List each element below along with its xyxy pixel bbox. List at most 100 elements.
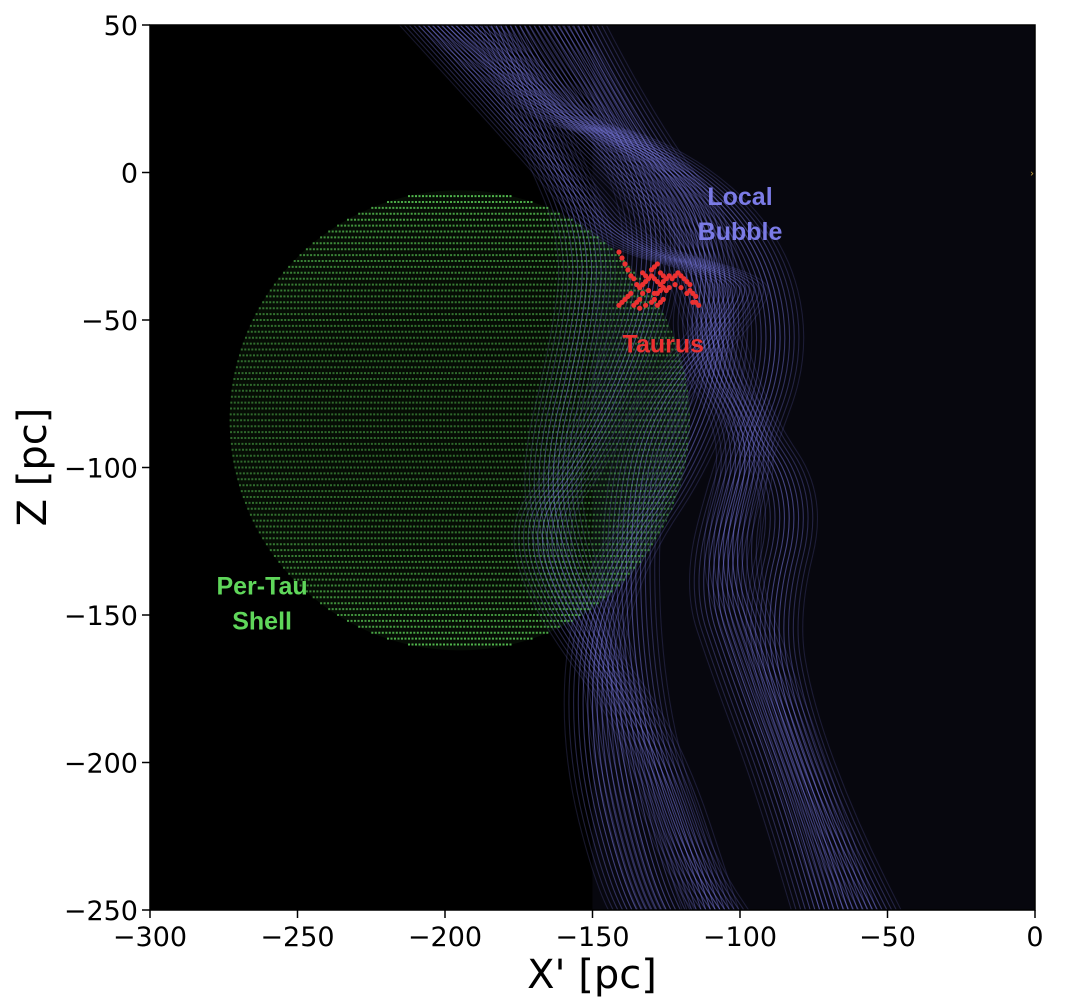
local-bubble-curve xyxy=(454,25,855,910)
per-tau-shell-fill xyxy=(229,190,690,651)
local-bubble-curve xyxy=(459,25,835,910)
local-bubble-curve xyxy=(430,25,807,910)
local-bubble-curve xyxy=(513,25,683,910)
local-bubble-curve xyxy=(591,25,735,910)
plot-background xyxy=(150,25,1035,910)
taurus-point xyxy=(660,273,666,279)
local-bubble-curve xyxy=(492,25,893,910)
local-bubble-curve xyxy=(556,25,726,910)
local-bubble-curve xyxy=(553,25,697,910)
local-bubble-curve xyxy=(459,25,860,910)
local-bubble-curve xyxy=(560,25,730,910)
local-bubble-curve xyxy=(464,25,864,910)
x-tick-label: −50 xyxy=(859,922,916,953)
local-bubble-curve xyxy=(558,25,702,910)
local-bubble-curve xyxy=(408,25,722,910)
taurus-point xyxy=(672,282,678,288)
taurus-point xyxy=(643,273,649,279)
edge-marker: › xyxy=(1030,169,1034,180)
local-bubble-curve xyxy=(445,25,846,910)
local-bubble-curve xyxy=(546,25,716,910)
local-bubble-label: Local Bubble xyxy=(698,183,783,246)
taurus-point xyxy=(684,290,690,296)
local-bubble-curve xyxy=(518,25,688,910)
local-bubble-curve xyxy=(417,25,732,910)
local-bubble-label-line: Local xyxy=(707,183,772,211)
taurus-point xyxy=(619,255,625,261)
local-bubble-curve xyxy=(422,25,736,910)
local-bubble-curve xyxy=(577,25,721,910)
local-bubble-curve xyxy=(500,25,830,910)
y-axis: 50 0 −50 −100 −150 −200 −250 xyxy=(64,11,150,927)
local-bubble-curve xyxy=(495,25,826,910)
y-tick-label: −50 xyxy=(81,306,138,337)
local-bubble-curve xyxy=(490,25,821,910)
local-bubble-curve xyxy=(398,25,713,910)
local-bubble-curve xyxy=(541,25,712,910)
local-bubble-curve xyxy=(504,25,835,910)
taurus-point xyxy=(640,290,646,296)
x-tick-label: −150 xyxy=(555,922,629,953)
y-tick-label: −150 xyxy=(64,601,138,632)
local-bubble-curve xyxy=(565,25,735,910)
taurus-point xyxy=(660,296,666,302)
local-bubble-curve xyxy=(412,25,727,910)
local-bubble-curve xyxy=(487,25,888,910)
local-bubble-curve xyxy=(431,25,746,910)
local-bubble-curve xyxy=(471,25,644,910)
per-tau-shell-label-line: Per-Tau xyxy=(216,572,307,600)
x-tick-label: −300 xyxy=(113,922,187,953)
local-bubble-curve xyxy=(426,25,802,910)
local-bubble-label-line: Bubble xyxy=(698,218,783,246)
local-bubble-curve xyxy=(586,25,730,910)
local-bubble-curve xyxy=(481,25,653,910)
local-bubble-curve xyxy=(522,25,693,910)
y-tick-label: −100 xyxy=(64,454,138,485)
taurus-point xyxy=(631,276,637,282)
x-tick-label: 0 xyxy=(1026,922,1043,953)
taurus-point xyxy=(622,261,628,267)
local-bubble-curve xyxy=(435,25,811,910)
local-bubble-curve xyxy=(463,25,840,910)
x-tick-label: −200 xyxy=(408,922,482,953)
x-tick-label: −100 xyxy=(703,922,777,953)
per-tau-shell-label: Per-Tau Shell xyxy=(216,572,307,635)
local-bubble-curve xyxy=(441,25,755,910)
local-bubble-curve xyxy=(449,25,825,910)
taurus-point xyxy=(651,290,658,296)
annotations: Local Bubble Per-Tau Shell Taurus xyxy=(216,183,782,635)
local-bubble-curve xyxy=(469,25,869,910)
local-bubble-curve xyxy=(551,25,721,910)
local-bubble-curve xyxy=(499,25,672,910)
local-bubble-curve xyxy=(514,25,845,910)
x-tick-label: −250 xyxy=(260,922,334,953)
local-bubble-curve xyxy=(528,25,859,910)
local-bubble-curve xyxy=(427,25,741,910)
taurus-point xyxy=(696,302,702,308)
y-tick-label: 50 xyxy=(104,11,138,42)
taurus-point xyxy=(693,293,699,299)
local-bubble-curve xyxy=(497,25,897,910)
taurus-point xyxy=(687,282,693,288)
taurus-point xyxy=(643,302,649,308)
local-bubble-curve xyxy=(537,25,707,910)
local-bubble-curve xyxy=(547,25,878,910)
local-bubble-curve xyxy=(570,25,740,910)
local-bubble-curve xyxy=(567,25,711,910)
per-tau-shell-surface xyxy=(229,190,690,651)
local-bubble-curve xyxy=(514,25,686,910)
local-bubble-curve xyxy=(518,25,691,910)
y-tick-label: −200 xyxy=(64,749,138,780)
local-bubble-curve xyxy=(605,25,749,910)
local-bubble-curve xyxy=(600,25,744,910)
y-tick-label: −250 xyxy=(64,896,138,927)
taurus-point xyxy=(616,302,622,308)
local-bubble-curve xyxy=(527,25,697,910)
local-bubble-curve xyxy=(549,25,692,910)
local-bubble-surface xyxy=(398,25,1035,910)
local-bubble-curve xyxy=(454,25,830,910)
y-axis-title: Z [pc] xyxy=(10,408,56,527)
per-tau-shell-label-line: Shell xyxy=(232,607,292,635)
local-bubble-curve xyxy=(473,25,874,910)
